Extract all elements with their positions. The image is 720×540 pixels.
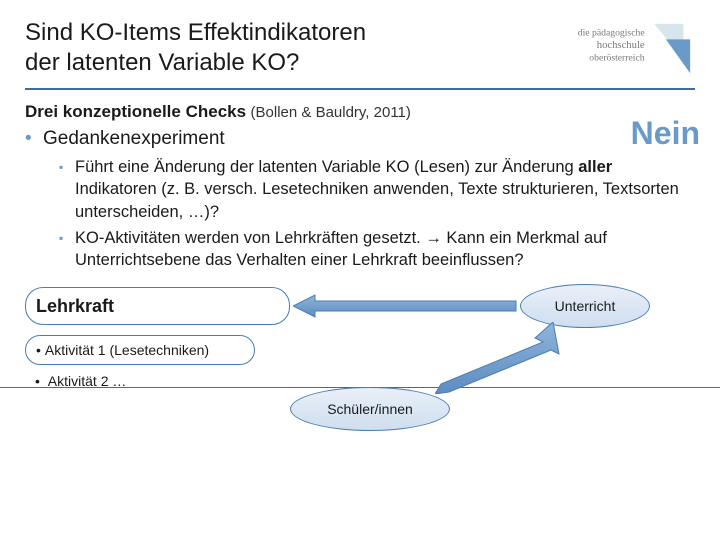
arrow-schueler-to-unterricht bbox=[435, 322, 560, 394]
bold-word: aller bbox=[578, 158, 612, 176]
box-lehrkraft: Lehrkraft bbox=[25, 287, 290, 325]
oval-schueler: Schüler/innen bbox=[290, 387, 450, 431]
logo-text-3: oberösterreich bbox=[589, 53, 644, 64]
school-logo: die pädagogische hochschule oberösterrei… bbox=[540, 20, 695, 78]
arrow-unterricht-to-lehrkraft bbox=[293, 293, 518, 319]
subtitle-text: Drei konzeptionelle Checks bbox=[25, 102, 246, 121]
sub-bullet-1: Führt eine Änderung der latenten Variabl… bbox=[59, 156, 695, 223]
title-divider bbox=[25, 88, 695, 90]
box-activity-1: Aktivität 1 (Lesetechniken) bbox=[25, 335, 255, 365]
subtitle-row: Drei konzeptionelle Checks (Bollen & Bau… bbox=[25, 102, 695, 122]
citation-text: (Bollen & Bauldry, 2011) bbox=[251, 104, 411, 121]
sub-bullet-2: KO-Aktivitäten werden von Lehrkräften ge… bbox=[59, 227, 695, 272]
title-line-2: der latenten Variable KO? bbox=[25, 49, 299, 76]
title-line-1: Sind KO-Items Effektindikatoren bbox=[25, 19, 366, 46]
logo-text-1: die pädagogische bbox=[578, 28, 645, 39]
sub-bullet-list: Führt eine Änderung der latenten Variabl… bbox=[25, 156, 695, 271]
primary-bullet: Gedankenexperiment bbox=[25, 128, 695, 150]
slide-title: Sind KO-Items Effektindikatoren der late… bbox=[25, 18, 366, 78]
logo-text-2: hochschule bbox=[597, 40, 645, 51]
diagram-area: Lehrkraft Aktivität 1 (Lesetechniken) Ak… bbox=[25, 287, 695, 437]
